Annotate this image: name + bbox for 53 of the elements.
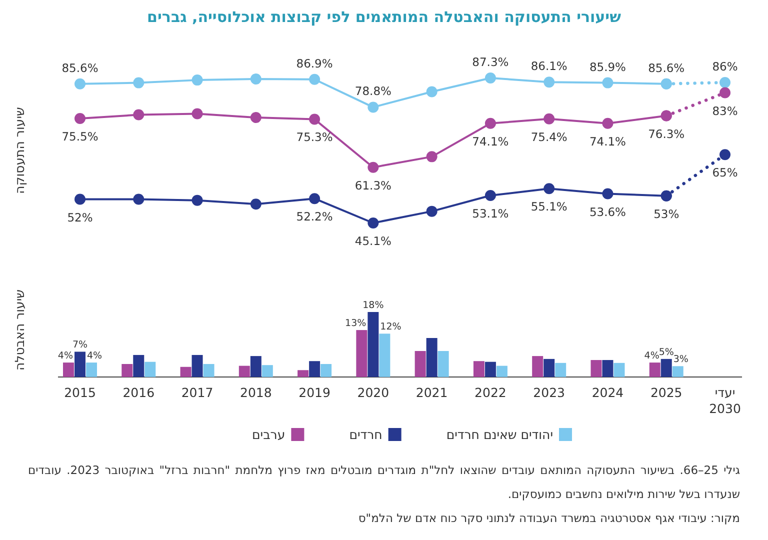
legend-label: חרדים — [349, 427, 382, 442]
data-label: 86.1% — [530, 59, 568, 74]
x-tick-label: 2020 — [356, 385, 390, 401]
y-axis-title: שיעור האבטלה — [12, 289, 27, 371]
data-label: 53.6% — [589, 204, 626, 219]
data-label: 55.1% — [530, 200, 568, 214]
data-label: 4% — [644, 350, 660, 362]
data-label: 4% — [58, 350, 73, 362]
data-label: 7% — [72, 340, 88, 351]
x-tick-label: 2016 — [122, 385, 156, 401]
x-tick-label: 2015 — [63, 385, 97, 401]
data-label: 61.3% — [354, 178, 392, 192]
x-tick-label: 2025 — [649, 385, 684, 401]
data-label: 87.3% — [472, 55, 509, 69]
data-label: 78.8% — [354, 84, 392, 98]
chart-title: שיעורי התעסוקה והאבטלה המותאמים לפי קבוצות אוכלוסייה, גברים — [146, 8, 622, 26]
data-label: 45.1% — [354, 234, 392, 248]
data-label: 13% — [345, 318, 366, 330]
legend-label: יהודים שאינם חרדים — [446, 427, 553, 442]
x-tick-label: 2021 — [414, 385, 449, 401]
data-label: 85.9% — [589, 60, 626, 74]
text: גילי 25–66. בשיעור התעסוקה המותאם עובדים שהוצאו לחל"ת מוגדרים מובטלים מאז פרוץ מלחמת "חרבות ברזל" באוקטובר 2023. עובדים שנעדרו בשל שירות מילואים נחשבים כמועסקים. — [28, 462, 740, 503]
data-label: 53.1% — [472, 206, 509, 221]
data-label: 52.2% — [296, 210, 333, 224]
x-tick-label: 2018 — [239, 385, 273, 401]
data-label: 4% — [87, 350, 102, 362]
data-label: 75.5% — [62, 130, 98, 144]
data-label: 75.3% — [296, 130, 333, 144]
data-label: 76.3% — [648, 126, 685, 141]
data-label: 85.6% — [62, 60, 98, 75]
data-label: 18% — [362, 300, 384, 311]
x-tick-label: 2022 — [474, 385, 508, 401]
text: מקור: עיבודי אגף אסטרטגיה במשרד העבודה לנתוני סקר כוח אדם של הלמ"ס — [357, 510, 740, 527]
data-label: 86.9% — [296, 56, 333, 70]
data-label: 12% — [380, 322, 402, 333]
data-label: 3% — [673, 354, 688, 366]
data-label: 85.6% — [648, 60, 685, 75]
x-tick-label: 2024 — [590, 385, 625, 401]
data-label: 5% — [658, 346, 674, 358]
data-label: 53% — [654, 206, 680, 221]
data-label: 65% — [712, 166, 738, 180]
x-tick-label: 2023 — [532, 385, 566, 401]
data-label: 52% — [67, 210, 93, 224]
data-label: 74.1% — [472, 134, 509, 148]
data-label: 75.4% — [530, 130, 568, 144]
x-tick-label: 2019 — [298, 385, 332, 401]
data-label: 86% — [712, 59, 738, 74]
data-label: 83% — [712, 104, 738, 118]
x-tick-label: 2017 — [180, 385, 214, 401]
x-tick-label: יעדי 2030 — [708, 385, 742, 417]
legend-label: ערבים — [252, 427, 286, 442]
y-axis-title: שיעור התעסוקה — [12, 107, 27, 194]
data-label: 74.1% — [589, 134, 626, 148]
